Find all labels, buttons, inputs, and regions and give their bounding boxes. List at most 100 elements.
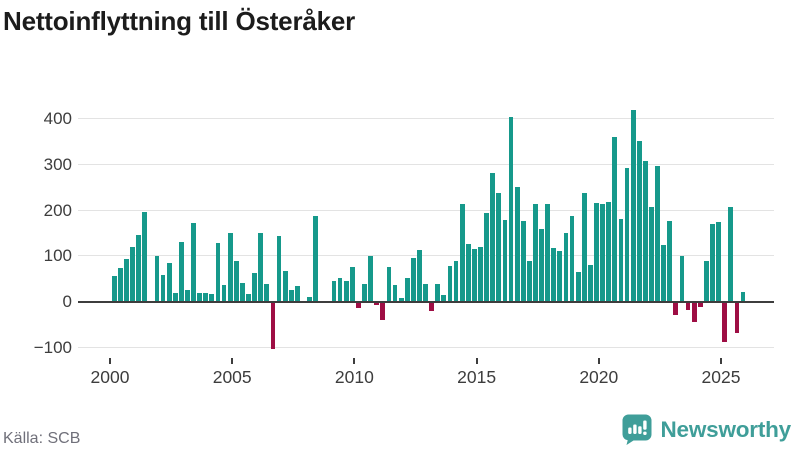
x-axis-tick-label: 2015 [457,367,497,387]
bar [380,301,386,320]
bar [276,236,282,302]
bar [520,220,526,302]
y-axis-tick-label: −100 [33,338,72,358]
bar [423,283,428,302]
bar [270,301,276,349]
bar [526,261,532,302]
x-axis-tick-label: 2010 [334,367,374,387]
bar [142,211,148,302]
bar [343,281,349,302]
bar [349,267,355,302]
bar [172,292,178,302]
bar-chart-speech-bubble-icon [622,414,652,445]
bar [307,296,312,302]
bar [575,272,581,302]
bar [453,261,459,302]
bar [209,294,215,302]
bar [154,255,160,302]
gridline [78,347,774,349]
bar [356,301,361,308]
bar [435,283,441,302]
bar [508,116,514,302]
bar [478,246,483,302]
bar [203,292,209,302]
bar [624,168,630,302]
bar [398,297,404,302]
bar [484,213,489,302]
bar [661,244,667,302]
bar [337,278,343,302]
bar [252,273,257,302]
bar [246,294,251,302]
bar [545,204,551,302]
bar [368,255,373,302]
y-axis-tick-label: 300 [43,154,72,174]
chart-title: Nettoinflyttning till Österåker [3,6,356,36]
bar [533,203,538,302]
bar [502,219,508,302]
bar [227,232,233,302]
bar [685,301,691,310]
bar [178,241,184,302]
bar [117,268,123,302]
x-axis-tick-label: 2005 [212,367,252,387]
bar [233,261,239,302]
x-axis-tick [475,358,478,364]
bar [288,289,294,302]
bar [124,259,129,302]
bar [374,301,380,305]
gridline [78,117,774,119]
bar [642,160,648,302]
bar [606,201,612,302]
bar [600,203,605,302]
bar [679,256,685,302]
bar [716,222,721,302]
bar [130,246,135,302]
bar [264,283,270,302]
bar [136,234,142,302]
bar [728,206,734,302]
x-axis-tick-label: 2000 [90,367,130,387]
gridline [78,255,774,257]
bar [710,223,715,302]
bar [697,301,703,308]
bar [618,219,624,302]
bar [539,228,544,302]
bar [392,284,398,302]
bar [569,216,575,302]
bar [673,301,679,315]
bar [740,292,746,302]
bar [471,248,477,302]
bar [404,277,410,302]
bar [240,282,245,302]
bar [282,270,288,302]
bar [166,263,172,302]
bar [191,223,196,302]
x-axis-tick-label: 2025 [701,367,741,387]
bar [294,286,300,302]
bar [587,265,593,302]
bar [215,242,221,302]
bar [490,173,496,302]
bar [331,280,337,302]
bar [185,289,190,302]
bar [160,274,166,302]
bar [447,266,453,302]
bar [557,250,563,302]
source-label: Källa: SCB [3,430,81,447]
bar [429,301,435,312]
bar [734,301,740,333]
bar [655,165,660,302]
x-axis-tick-label: 2020 [579,367,619,387]
gridline [78,163,774,165]
bar [362,284,367,302]
x-axis-tick [720,358,722,364]
bar [197,293,203,302]
y-axis-tick-label: 200 [43,200,72,220]
bar [636,141,642,302]
bar [221,285,227,302]
bar [722,301,728,343]
bar [667,221,673,302]
bar [417,249,422,302]
